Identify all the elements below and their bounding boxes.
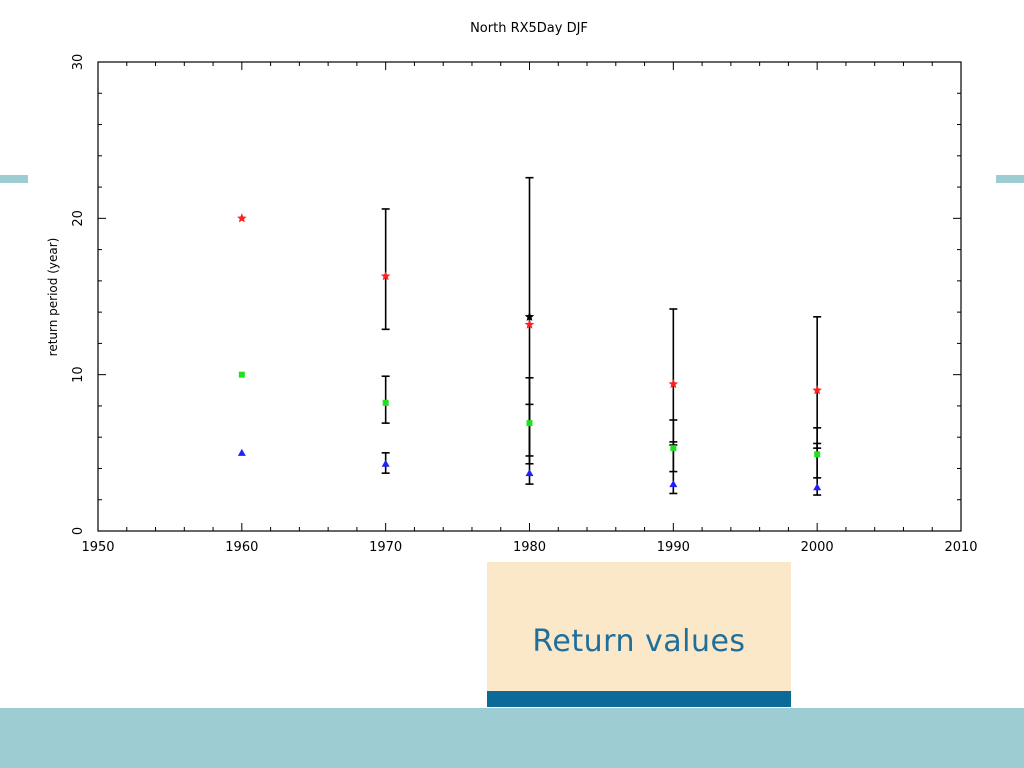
data-point-square	[526, 420, 533, 427]
data-point-triangle	[237, 448, 246, 456]
data-point-square	[814, 451, 821, 458]
x-tick-label: 2010	[944, 540, 977, 555]
x-tick-label: 1990	[657, 540, 690, 555]
x-tick-label: 2000	[801, 540, 834, 555]
x-tick-label: 1960	[225, 540, 258, 555]
decorative-bar-left	[0, 175, 28, 183]
chart-title: North RX5Day DJF	[470, 21, 588, 36]
caption-box: Return values	[487, 562, 791, 691]
data-point-star	[237, 213, 247, 223]
return-period-chart: North RX5Day DJF return period (year) 19…	[46, 21, 978, 555]
data-point-square	[382, 399, 389, 406]
data-point-triangle	[381, 459, 390, 467]
data-point-square	[238, 371, 245, 378]
y-tick-label: 10	[71, 366, 86, 383]
y-tick-label: 0	[71, 527, 86, 535]
data-point-star	[812, 385, 822, 395]
x-tick-label: 1980	[513, 540, 546, 555]
y-axis-label: return period (year)	[46, 238, 60, 357]
error-bars	[381, 176, 822, 496]
data-point-star	[524, 319, 535, 329]
y-tick-label: 20	[71, 210, 86, 227]
data-point-star	[380, 271, 391, 281]
data-markers	[237, 213, 822, 491]
caption-underline-bar	[487, 691, 791, 707]
footer-band	[0, 708, 1024, 768]
x-tick-label: 1950	[81, 540, 114, 555]
x-tick-label: 1970	[369, 540, 402, 555]
data-point-triangle	[669, 480, 678, 488]
data-point-triangle	[525, 469, 534, 477]
data-point-triangle	[813, 483, 822, 491]
y-tick-label: 30	[71, 54, 86, 71]
data-point-square	[670, 445, 677, 452]
data-point-star	[524, 311, 535, 321]
caption-title: Return values	[532, 624, 746, 659]
data-point-star	[668, 379, 679, 389]
axis-ticks: 1950 1960 1970 1980 1990 2000 2010 0 10 20 30	[71, 54, 978, 555]
decorative-bar-right	[996, 175, 1024, 183]
